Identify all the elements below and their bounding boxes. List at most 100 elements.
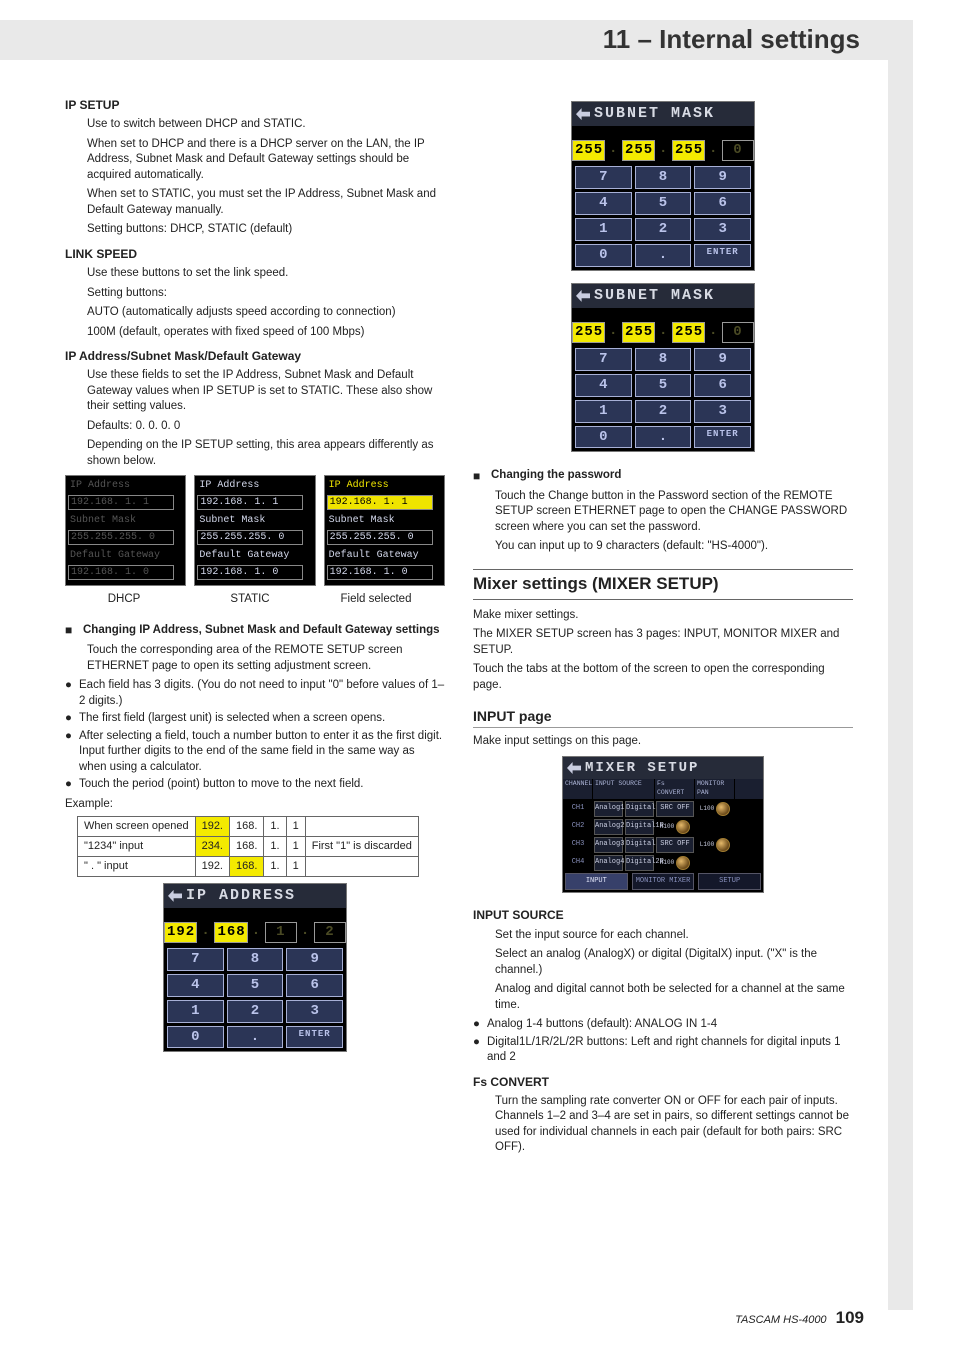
caption: DHCP (65, 592, 183, 608)
digital-button[interactable]: Digital2R (625, 855, 654, 870)
digit-7-button[interactable]: 7 (167, 948, 224, 971)
digit-4-button[interactable]: 4 (167, 974, 224, 997)
digit-9-button[interactable]: 9 (694, 166, 751, 189)
digit-5-button[interactable]: 5 (227, 974, 284, 997)
seg[interactable]: 255 (672, 322, 705, 343)
digit-5-button[interactable]: 5 (635, 374, 692, 397)
analog-button[interactable]: Analog4 (594, 855, 623, 870)
value: 192.168. 1. 0 (68, 565, 174, 581)
back-icon[interactable] (567, 762, 581, 774)
pan-knob[interactable]: L100 (696, 836, 734, 854)
digit-4-button[interactable]: 4 (575, 192, 632, 215)
dot-button[interactable]: . (635, 426, 692, 449)
text: When set to STATIC, you must set the IP … (87, 187, 445, 218)
digit-1-button[interactable]: 1 (575, 400, 632, 423)
changing-password-heading: Changing the password (491, 468, 621, 484)
digit-3-button[interactable]: 3 (694, 218, 751, 241)
keypad-grid: 789 456 123 0.ENTER (572, 163, 754, 270)
src-button[interactable]: SRC OFF (656, 837, 694, 852)
label: Default Gateway (68, 548, 183, 564)
digit-7-button[interactable]: 7 (575, 166, 632, 189)
seg[interactable]: 168 (214, 922, 247, 943)
digit-6-button[interactable]: 6 (286, 974, 343, 997)
back-icon[interactable] (576, 290, 590, 302)
enter-button[interactable]: ENTER (694, 244, 751, 267)
text: The first field (largest unit) is select… (79, 711, 385, 727)
value: 192.168. 1. 1 (327, 495, 433, 511)
digit-2-button[interactable]: 2 (635, 218, 692, 241)
digit-5-button[interactable]: 5 (635, 192, 692, 215)
analog-button[interactable]: Analog3 (594, 837, 623, 852)
seg[interactable]: 255 (622, 140, 655, 161)
cell: 168. (230, 817, 264, 837)
table-row: When screen opened 192. 168. 1. 1 (78, 817, 419, 837)
pan-knob[interactable]: R100 (656, 818, 694, 836)
digit-0-button[interactable]: 0 (167, 1026, 224, 1049)
back-icon[interactable] (168, 890, 182, 902)
subnet-mask-keypad-a: SUBNET MASK 255. 255. 255. 0 7894561230.… (571, 101, 755, 271)
text: Defaults: 0. 0. 0. 0 (87, 419, 445, 435)
bullet-icon: ● (65, 678, 75, 709)
cell: 1. (264, 837, 286, 857)
tab-setup[interactable]: SETUP (698, 873, 761, 890)
src-button[interactable]: SRC OFF (656, 801, 694, 816)
text: Make mixer settings. (473, 608, 853, 624)
digit-9-button[interactable]: 9 (286, 948, 343, 971)
digit-3-button[interactable]: 3 (286, 1000, 343, 1023)
text: 100M (default, operates with fixed speed… (87, 325, 445, 341)
digital-button[interactable]: Digital2L (625, 837, 654, 852)
digit-8-button[interactable]: 8 (635, 348, 692, 371)
digit-7-button[interactable]: 7 (575, 348, 632, 371)
text: After selecting a field, touch a number … (79, 729, 445, 776)
digit-1-button[interactable]: 1 (575, 218, 632, 241)
cell (305, 817, 418, 837)
seg[interactable]: 255 (622, 322, 655, 343)
back-icon[interactable] (576, 108, 590, 120)
seg[interactable]: 1 (265, 922, 297, 943)
value: 255.255.255. 0 (197, 530, 303, 546)
seg[interactable]: 255 (572, 140, 605, 161)
seg[interactable]: 255 (672, 140, 705, 161)
seg[interactable]: 2 (314, 922, 346, 943)
tab-monitor-mixer[interactable]: MONITOR MIXER (632, 873, 695, 890)
digit-0-button[interactable]: 0 (575, 244, 632, 267)
pan-knob[interactable]: R100 (656, 854, 694, 872)
seg[interactable]: 255 (572, 322, 605, 343)
square-bullet-icon: ■ (65, 622, 79, 639)
digit-3-button[interactable]: 3 (694, 400, 751, 423)
seg[interactable]: 0 (722, 140, 754, 161)
channel-label: CH1 (564, 802, 592, 815)
square-bullet-icon: ■ (473, 468, 487, 484)
digit-4-button[interactable]: 4 (575, 374, 632, 397)
dot-button[interactable]: . (635, 244, 692, 267)
cell: "1234" input (78, 837, 196, 857)
digit-2-button[interactable]: 2 (227, 1000, 284, 1023)
digital-button[interactable]: Digital1R (625, 819, 654, 834)
keypad-title: IP ADDRESS (186, 886, 296, 906)
mixer-settings-title: Mixer settings (MIXER SETUP) (473, 569, 853, 600)
text: Turn the sampling rate converter ON or O… (495, 1094, 853, 1156)
digit-8-button[interactable]: 8 (227, 948, 284, 971)
dot-button[interactable]: . (227, 1026, 284, 1049)
digit-0-button[interactable]: 0 (575, 426, 632, 449)
digit-9-button[interactable]: 9 (694, 348, 751, 371)
digit-6-button[interactable]: 6 (694, 374, 751, 397)
analog-button[interactable]: Analog2 (594, 819, 623, 834)
pan-knob[interactable]: L100 (696, 800, 734, 818)
analog-button[interactable]: Analog1 (594, 801, 623, 816)
table-row: " . " input 192. 168. 1. 1 (78, 856, 419, 876)
enter-button[interactable]: ENTER (694, 426, 751, 449)
digit-2-button[interactable]: 2 (635, 400, 692, 423)
cell: 1 (286, 817, 305, 837)
digit-1-button[interactable]: 1 (167, 1000, 224, 1023)
left-column: IP SETUP Use to switch between DHCP and … (65, 95, 445, 1310)
tab-input[interactable]: INPUT (565, 873, 628, 890)
enter-button[interactable]: ENTER (286, 1026, 343, 1049)
label: IP Address (68, 478, 183, 494)
seg[interactable]: 192 (164, 922, 197, 943)
mixer-setup-screenshot: MIXER SETUP CHANNEL INPUT SOURCE Fs CONV… (562, 756, 764, 894)
digit-6-button[interactable]: 6 (694, 192, 751, 215)
digit-8-button[interactable]: 8 (635, 166, 692, 189)
digital-button[interactable]: Digital1L (625, 801, 654, 816)
seg[interactable]: 0 (722, 322, 754, 343)
